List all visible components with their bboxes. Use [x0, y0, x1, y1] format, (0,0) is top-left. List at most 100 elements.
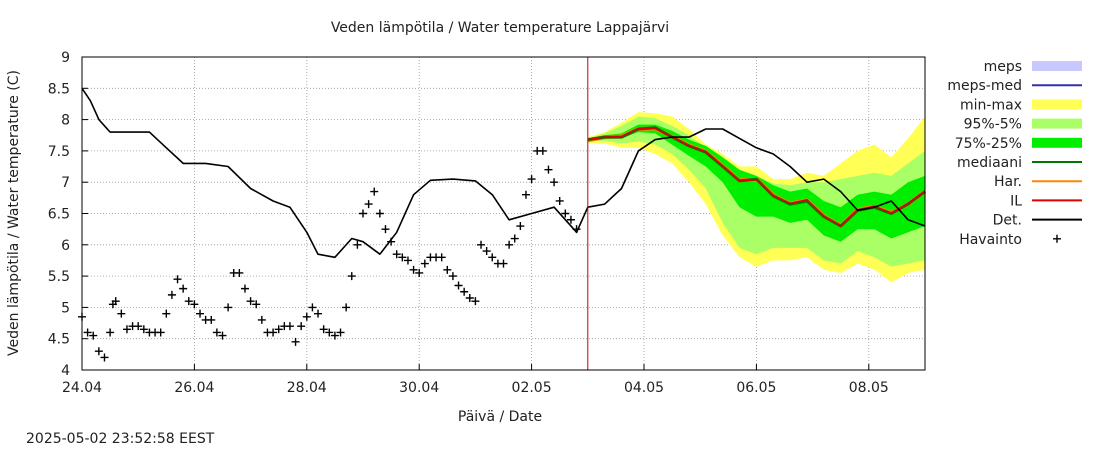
observation-point	[319, 325, 328, 334]
observation-point	[387, 237, 396, 246]
observation-point	[139, 325, 148, 334]
observation-point	[510, 234, 519, 243]
legend-swatch	[1032, 99, 1082, 110]
legend-label: meps	[984, 59, 1022, 75]
observation-point	[246, 297, 255, 306]
x-tick-label: 24.04	[62, 380, 102, 396]
observation-point	[448, 272, 457, 281]
observation-point	[269, 328, 278, 337]
legend-label: 75%-25%	[955, 136, 1022, 152]
x-tick-label: 08.05	[849, 380, 889, 396]
observation-markers	[78, 146, 581, 362]
observation-point	[162, 309, 171, 318]
band-75-25	[587, 124, 925, 242]
observation-point	[173, 275, 182, 284]
observation-point	[572, 225, 581, 234]
y-tick-label: 4	[61, 363, 70, 379]
legend-label: Har.	[994, 174, 1022, 190]
observation-point	[106, 328, 115, 337]
observation-point	[460, 287, 469, 296]
y-tick-label: 8.5	[48, 81, 70, 97]
x-tick-label: 06.05	[736, 380, 776, 396]
y-tick-label: 8	[61, 113, 70, 129]
legend-label: meps-med	[947, 78, 1022, 94]
y-tick-label: 5.5	[48, 269, 70, 285]
observation-point	[302, 312, 311, 321]
observation-point	[291, 337, 300, 346]
y-tick-label: 7	[61, 175, 70, 191]
legend-label: Havainto	[959, 232, 1022, 248]
observation-point	[353, 240, 362, 249]
legend-swatch	[1032, 118, 1082, 129]
legend-label: min-max	[960, 97, 1022, 113]
observation-point	[488, 253, 497, 262]
observation-point	[252, 300, 261, 309]
observation-point	[94, 347, 103, 356]
observation-point	[516, 222, 525, 231]
observation-point	[325, 328, 334, 337]
x-tick-label: 30.04	[399, 380, 439, 396]
observation-point	[561, 209, 570, 218]
observation-point	[505, 240, 514, 249]
observation-point	[184, 297, 193, 306]
observation-point	[471, 297, 480, 306]
y-axis-ticks: 4 4.5 5 5.5 6 6.5 7 7.5 8 8.5 9	[48, 50, 88, 379]
observation-point	[454, 281, 463, 290]
observation-point	[420, 259, 429, 268]
observation-point	[308, 303, 317, 312]
observation-point	[370, 187, 379, 196]
series-line-det	[81, 87, 926, 259]
observation-point	[364, 200, 373, 209]
observation-point	[415, 268, 424, 277]
observation-point	[89, 331, 98, 340]
x-tick-label: 28.04	[287, 380, 327, 396]
observation-point	[179, 284, 188, 293]
observation-point	[235, 268, 244, 277]
observation-point	[392, 250, 401, 259]
chart-title: Veden lämpötila / Water temperature Lapp…	[331, 20, 669, 36]
x-tick-label: 26.04	[174, 380, 214, 396]
observation-point	[83, 328, 92, 337]
y-tick-label: 5	[61, 300, 70, 316]
x-tick-label: 02.05	[512, 380, 552, 396]
observation-point	[274, 325, 283, 334]
observation-point	[240, 284, 249, 293]
observation-point	[443, 265, 452, 274]
timestamp: 2025-05-02 23:52:58 EEST	[26, 431, 215, 447]
observation-point	[477, 240, 486, 249]
series-lines	[81, 87, 927, 259]
observation-point	[342, 303, 351, 312]
y-tick-label: 6.5	[48, 207, 70, 223]
forecast-bands	[587, 112, 925, 283]
observation-point	[381, 225, 390, 234]
observation-point	[218, 331, 227, 340]
observation-point	[167, 290, 176, 299]
x-axis-label: Päivä / Date	[458, 409, 542, 425]
legend-swatch	[1032, 137, 1082, 148]
observation-point	[499, 259, 508, 268]
observation-point	[111, 297, 120, 306]
observation-point	[465, 294, 474, 303]
observation-point	[196, 309, 205, 318]
observation-point	[521, 190, 530, 199]
legend-label: IL	[1010, 193, 1022, 209]
observation-point	[336, 328, 345, 337]
observation-point	[117, 309, 126, 318]
observation-point	[122, 325, 131, 334]
observation-point	[403, 256, 412, 265]
observation-point	[482, 247, 491, 256]
observation-point	[190, 300, 199, 309]
observation-point	[212, 328, 221, 337]
observation-point	[224, 303, 233, 312]
observation-point	[544, 165, 553, 174]
x-tick-label: 04.05	[624, 380, 664, 396]
legend: meps meps-med min-max 95%-5% 75%-25% mediaani…	[947, 59, 1082, 248]
observation-point	[156, 328, 165, 337]
observation-point	[347, 272, 356, 281]
legend-swatch	[1053, 234, 1061, 243]
observation-point	[527, 175, 536, 184]
observation-point	[330, 331, 339, 340]
y-tick-label: 9	[61, 50, 70, 66]
x-axis-ticks: 24.04 26.04 28.04 30.04 02.05 04.05 06.05 08.05	[62, 364, 889, 396]
observation-point	[314, 309, 323, 318]
